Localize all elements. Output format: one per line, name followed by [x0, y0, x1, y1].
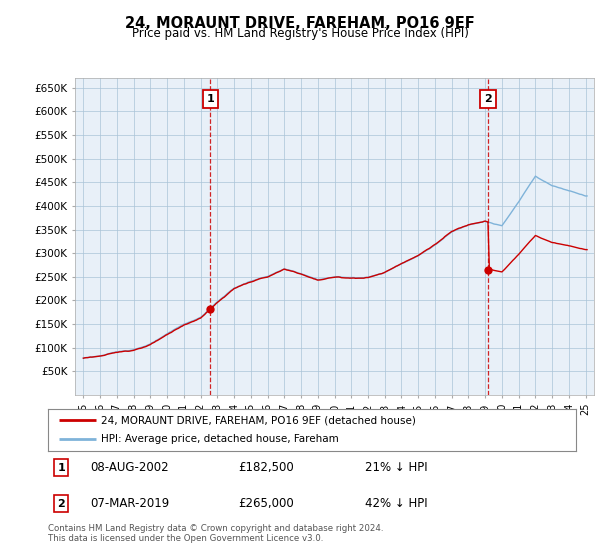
Text: 24, MORAUNT DRIVE, FAREHAM, PO16 9EF (detached house): 24, MORAUNT DRIVE, FAREHAM, PO16 9EF (de…: [101, 415, 416, 425]
Text: 42% ↓ HPI: 42% ↓ HPI: [365, 497, 427, 510]
Text: £265,000: £265,000: [238, 497, 294, 510]
Text: Price paid vs. HM Land Registry's House Price Index (HPI): Price paid vs. HM Land Registry's House …: [131, 27, 469, 40]
Text: 2: 2: [484, 94, 492, 104]
Text: 1: 1: [58, 463, 65, 473]
Text: Contains HM Land Registry data © Crown copyright and database right 2024.
This d: Contains HM Land Registry data © Crown c…: [48, 524, 383, 543]
Text: 08-AUG-2002: 08-AUG-2002: [90, 461, 169, 474]
Text: HPI: Average price, detached house, Fareham: HPI: Average price, detached house, Fare…: [101, 435, 338, 445]
Text: 24, MORAUNT DRIVE, FAREHAM, PO16 9EF: 24, MORAUNT DRIVE, FAREHAM, PO16 9EF: [125, 16, 475, 31]
Text: 1: 1: [206, 94, 214, 104]
Text: 07-MAR-2019: 07-MAR-2019: [90, 497, 169, 510]
Text: 21% ↓ HPI: 21% ↓ HPI: [365, 461, 427, 474]
Text: 2: 2: [58, 499, 65, 509]
Text: £182,500: £182,500: [238, 461, 294, 474]
